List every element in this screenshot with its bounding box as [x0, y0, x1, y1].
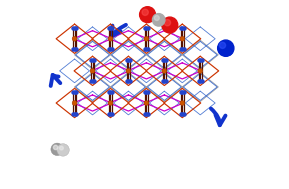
Circle shape — [108, 36, 113, 41]
Circle shape — [198, 68, 203, 73]
Circle shape — [72, 36, 77, 41]
Circle shape — [90, 68, 95, 73]
Circle shape — [154, 15, 159, 20]
Circle shape — [180, 36, 185, 41]
Circle shape — [180, 101, 185, 105]
Circle shape — [152, 14, 165, 26]
Circle shape — [142, 9, 148, 15]
Circle shape — [144, 36, 149, 41]
Circle shape — [51, 143, 63, 156]
Circle shape — [162, 17, 178, 33]
Circle shape — [219, 42, 226, 48]
Circle shape — [57, 144, 69, 156]
Circle shape — [126, 68, 131, 73]
Circle shape — [220, 42, 233, 56]
Circle shape — [108, 101, 113, 105]
Circle shape — [72, 101, 77, 105]
Circle shape — [60, 146, 63, 150]
Circle shape — [162, 68, 167, 73]
Circle shape — [53, 145, 58, 150]
Circle shape — [144, 101, 149, 105]
Circle shape — [164, 19, 171, 26]
Circle shape — [218, 40, 234, 56]
Circle shape — [140, 7, 155, 23]
